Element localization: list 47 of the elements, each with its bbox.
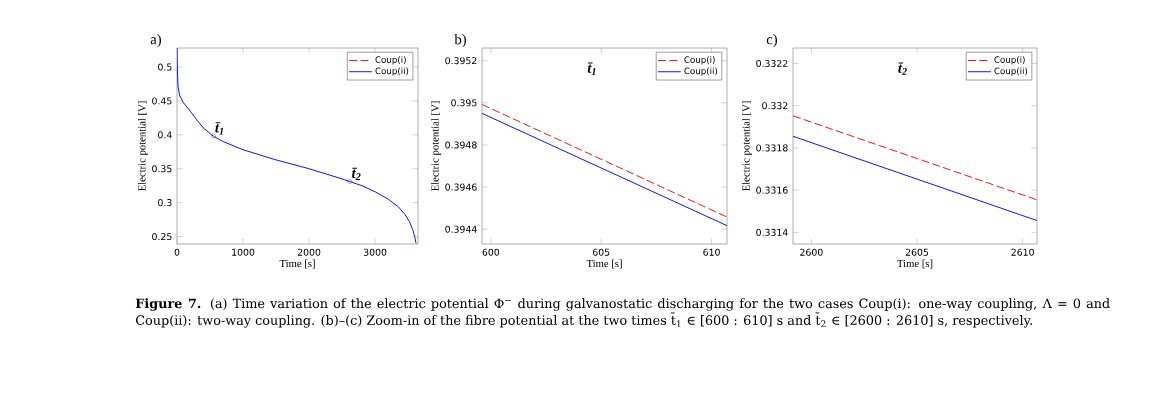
y-tick-label: 0.3314 — [756, 228, 788, 236]
legend-label: Coup(ii) — [375, 67, 409, 76]
text: t̄$_{1}$ — [587, 62, 596, 75]
x-tick-label: 600 — [482, 248, 500, 256]
x-tick-label: 2605 — [905, 248, 929, 256]
y-axis-title: Electric potential [V] — [431, 101, 441, 192]
chart-title: b) — [454, 34, 466, 48]
legend-label: Coup(i) — [994, 56, 1025, 65]
legend-label: Coup(i) — [684, 56, 715, 65]
chart-title: c) — [766, 34, 777, 48]
x-axis-title: Time [s] — [897, 259, 933, 269]
x-tick-label: 605 — [592, 248, 610, 256]
annotation: t̄$_{2}$ — [352, 167, 361, 181]
y-tick-label: 0.25 — [152, 233, 172, 241]
y-tick-label: 0.5 — [158, 63, 172, 71]
y-axis-title: Electric potential [V] — [742, 101, 752, 191]
x-axis-title: Time [s] — [279, 259, 315, 269]
x-tick-label: 3000 — [363, 248, 387, 256]
x-tick-label: 2600 — [800, 248, 823, 256]
y-tick-label: 0.4 — [158, 131, 172, 139]
x-tick-label: 2610 — [1011, 248, 1034, 256]
y-tick-label: 0.35 — [152, 165, 172, 173]
chart-title: a) — [150, 34, 161, 48]
legend-label: Coup(i) — [375, 56, 406, 65]
y-tick-label: 0.3318 — [756, 144, 788, 152]
line-series — [177, 48, 417, 244]
y-tick-label: 0.3946 — [445, 183, 477, 191]
y-axis-title: Electric potential [V] — [138, 101, 148, 191]
y-tick-label: 0.3948 — [445, 141, 477, 149]
y-tick-label: 0.3944 — [445, 225, 477, 233]
x-tick-label: 610 — [703, 248, 720, 256]
legend-label: Coup(ii) — [994, 67, 1028, 76]
y-tick-label: 0.3 — [158, 199, 172, 207]
annotation: t̄$_{1}$ — [215, 122, 224, 135]
x-tick-label: 2000 — [297, 248, 321, 256]
legend-label: Coup(ii) — [684, 67, 718, 76]
y-tick-label: 0.3322 — [756, 59, 788, 67]
y-tick-label: 0.3316 — [756, 186, 788, 194]
x-tick-label: 0 — [174, 248, 180, 256]
text: t̄$_{2}$ — [898, 62, 907, 75]
y-tick-label: 0.45 — [152, 97, 172, 105]
text: Figure 7. (a) Time variation of the electric potential Φ$^{−}$ during galvanostatic discharging for the two cases Coup(i): one-way coupling, Λ = 0 and Coup(ii): two-way coupling. (b)–(c) Zoom-in of the fibre potential at the two times t̄$_{1}$ ∈ [600 : 610] s and t̄$_{2}$ ∈ [2600 : 2610] s, respectively. — [135, 298, 1110, 328]
y-tick-label: 0.332 — [762, 102, 788, 110]
y-tick-label: 0.3952 — [445, 57, 477, 65]
y-tick-label: 0.395 — [451, 99, 477, 107]
x-tick-label: 1000 — [232, 248, 255, 256]
x-axis-title: Time [s] — [586, 259, 622, 269]
